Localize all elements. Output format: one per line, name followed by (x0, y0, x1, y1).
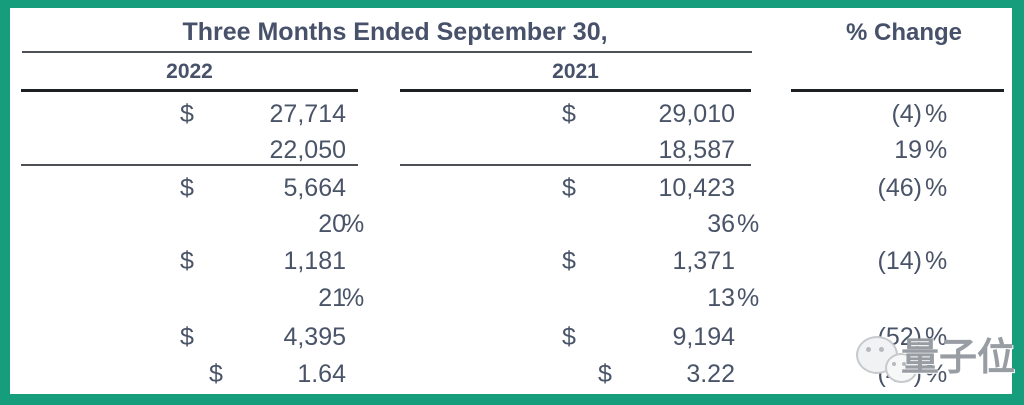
value-2021: 18,587 (658, 136, 735, 164)
currency-symbol (562, 136, 586, 164)
table-row: 20 % 36 % (0, 210, 1024, 238)
percent-sign: % (925, 360, 948, 388)
percent-change-value (800, 284, 922, 312)
percent-suffix (342, 136, 364, 164)
rule-2021 (400, 89, 751, 92)
percent-sign: % (925, 100, 948, 128)
currency-symbol: $ (562, 100, 576, 128)
percent-change-value (800, 210, 922, 238)
percent-suffix (342, 247, 364, 275)
column-header-2021: 2021 (552, 60, 599, 83)
value-2021: 29,010 (658, 100, 735, 128)
table-row: $ 27,714 $ 29,010 (4) % (0, 100, 1024, 128)
wechat-bubble-icon (885, 353, 918, 383)
rule-2022 (21, 89, 358, 92)
table-background (10, 8, 1012, 394)
percent-sign (925, 284, 949, 312)
percent-sign (925, 210, 949, 238)
table-row: $ 1,181 $ 1,371 (14) % (0, 247, 1024, 275)
rule-change (791, 89, 1004, 92)
percent-suffix: % (342, 210, 365, 238)
value-2022: 4,395 (283, 323, 346, 351)
value-2021: 36 (707, 210, 735, 238)
value-2021: 10,423 (658, 174, 735, 202)
currency-symbol: $ (562, 247, 576, 275)
value-2021: 13 (707, 284, 735, 312)
currency-symbol (562, 210, 586, 238)
table-row: 21 % 13 % (0, 284, 1024, 312)
value-2022: 1,181 (283, 247, 346, 275)
table-row: 22,050 18,587 19 % (0, 136, 1024, 164)
currency-symbol: $ (562, 174, 576, 202)
percent-change-value: (46) (877, 174, 922, 202)
value-2022: 22,050 (269, 136, 346, 164)
bubble-eye-icon (866, 347, 871, 352)
percent-suffix (737, 323, 759, 351)
currency-symbol: $ (209, 360, 223, 388)
currency-symbol: $ (598, 360, 612, 388)
value-2022: 21 (318, 284, 346, 312)
percent-suffix: % (737, 210, 760, 238)
percent-sign: % (925, 174, 948, 202)
bubble-eye-icon (879, 347, 884, 352)
currency-symbol (562, 284, 586, 312)
percent-suffix: % (737, 284, 760, 312)
period-header: Three Months Ended September 30, (182, 18, 608, 46)
percent-suffix (737, 360, 759, 388)
subtotal-rule-2022 (21, 164, 358, 166)
value-2021: 1,371 (672, 247, 735, 275)
bubble-eye-icon (892, 362, 896, 366)
percent-suffix (737, 136, 759, 164)
percent-suffix (342, 100, 364, 128)
currency-symbol: $ (180, 323, 194, 351)
currency-symbol: $ (180, 174, 194, 202)
header-underline (22, 51, 752, 53)
percent-sign: % (925, 323, 948, 351)
currency-symbol: $ (562, 323, 576, 351)
value-2021: 9,194 (672, 323, 735, 351)
value-2021: 3.22 (686, 360, 735, 388)
percent-change-value: (4) (891, 100, 922, 128)
bubble-eye-icon (902, 362, 906, 366)
column-header-2022: 2022 (166, 60, 213, 83)
currency-symbol: $ (180, 247, 194, 275)
percent-change-value: 19 (894, 136, 922, 164)
percent-sign: % (925, 247, 948, 275)
value-2022: 20 (318, 210, 346, 238)
percent-suffix: % (342, 284, 365, 312)
value-2022: 5,664 (283, 174, 346, 202)
percent-sign: % (925, 136, 948, 164)
percent-change-value: (14) (877, 247, 922, 275)
percent-suffix (342, 174, 364, 202)
qbitai-watermark: 量子位 (901, 337, 1016, 379)
value-2022: 1.64 (297, 360, 346, 388)
currency-symbol: $ (180, 100, 194, 128)
percent-suffix (737, 247, 759, 275)
subtotal-rule-2021 (400, 164, 751, 166)
percent-change-header: % Change (845, 19, 962, 46)
value-2022: 27,714 (269, 100, 346, 128)
percent-suffix (342, 323, 364, 351)
percent-suffix (737, 174, 759, 202)
percent-suffix (737, 100, 759, 128)
table-row: $ 5,664 $ 10,423 (46) % (0, 174, 1024, 202)
percent-suffix (342, 360, 364, 388)
